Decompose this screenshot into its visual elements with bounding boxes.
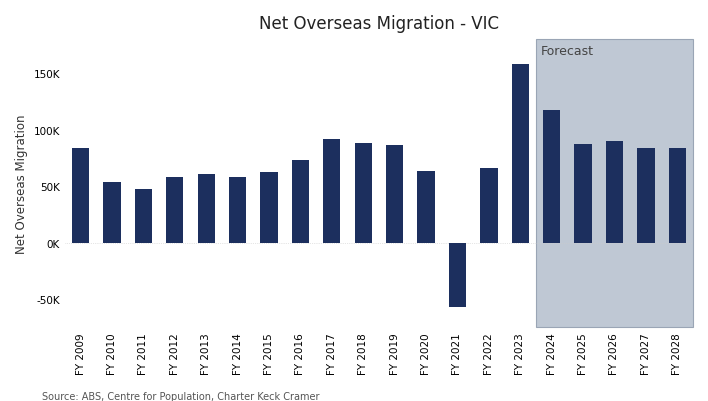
Bar	[166, 178, 183, 243]
Bar	[135, 190, 152, 243]
Title: Net Overseas Migration - VIC: Net Overseas Migration - VIC	[259, 15, 499, 33]
Bar	[418, 172, 435, 243]
Bar	[480, 168, 498, 243]
Bar	[512, 65, 529, 243]
Bar	[386, 146, 404, 243]
Bar	[449, 243, 466, 307]
Bar	[606, 142, 623, 243]
Bar	[103, 182, 120, 243]
Bar	[543, 111, 560, 243]
Bar	[574, 145, 592, 243]
Bar	[324, 139, 341, 243]
Y-axis label: Net Overseas Migration: Net Overseas Migration	[15, 114, 28, 253]
Bar	[72, 148, 89, 243]
Bar	[637, 148, 654, 243]
Bar	[229, 178, 246, 243]
Text: Source: ABS, Centre for Population, Charter Keck Cramer: Source: ABS, Centre for Population, Char…	[42, 391, 320, 401]
Bar	[355, 144, 372, 243]
Bar	[668, 148, 686, 243]
Bar	[198, 174, 215, 243]
Bar	[536, 40, 693, 328]
Text: Forecast: Forecast	[541, 45, 594, 58]
Bar	[261, 173, 278, 243]
Bar	[292, 161, 309, 243]
